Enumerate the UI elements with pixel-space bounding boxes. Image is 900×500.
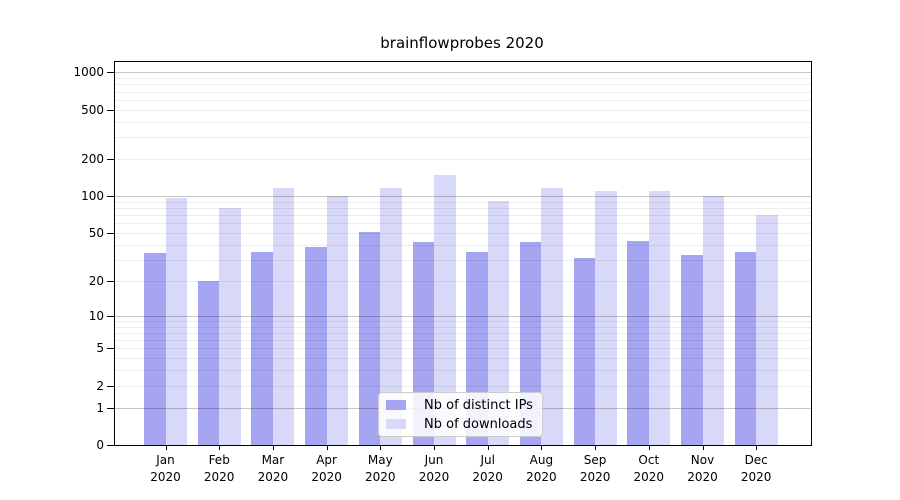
legend-label-downloads: Nb of downloads xyxy=(424,416,533,432)
y-tick-mark-100 xyxy=(107,196,114,198)
legend-label-distinct-ips: Nb of distinct IPs xyxy=(424,397,533,413)
bar-sep-downloads xyxy=(595,190,617,445)
y-tick-label-10: 10 xyxy=(88,308,104,323)
x-tick-year-jul: 2020 xyxy=(472,469,503,484)
x-tick-label-sep: Sep 2020 xyxy=(565,452,625,485)
bar-jul-downloads xyxy=(487,201,510,445)
chart-title: brainflowprobes 2020 xyxy=(380,34,544,52)
x-tick-label-apr: Apr 2020 xyxy=(297,452,357,485)
plot-area: Nb of distinct IPs Nb of downloads xyxy=(114,61,812,446)
x-tick-mark-jan xyxy=(165,445,167,450)
y-tick-mark-10 xyxy=(107,315,114,317)
y-tick-label-1000: 1000 xyxy=(73,65,104,80)
bar-feb-downloads xyxy=(219,207,241,445)
x-tick-mark-may xyxy=(380,445,382,450)
x-tick-year-apr: 2020 xyxy=(311,469,342,484)
bar-dec-downloads xyxy=(756,215,778,445)
legend-swatch-distinct-ips xyxy=(386,400,406,410)
bar-jan-downloads xyxy=(165,197,187,445)
y-tick-mark-2 xyxy=(107,385,114,387)
legend-row-distinct-ips: Nb of distinct IPs xyxy=(379,396,542,415)
y-tick-label-20: 20 xyxy=(88,273,104,288)
x-tick-mark-apr xyxy=(326,445,328,450)
bar-dec-distinct-ips xyxy=(734,251,757,445)
y-tick-label-1: 1 xyxy=(96,400,104,415)
y-tick-mark-500 xyxy=(107,109,114,111)
x-tick-mark-mar xyxy=(272,445,274,450)
x-tick-label-jul: Jul 2020 xyxy=(458,452,518,485)
y-tick-label-500: 500 xyxy=(81,102,104,117)
y-tick-mark-1 xyxy=(107,407,114,409)
x-tick-label-feb: Feb 2020 xyxy=(189,452,249,485)
y-tick-label-2: 2 xyxy=(96,378,104,393)
bar-jun-downloads xyxy=(434,175,456,445)
legend-swatch-downloads xyxy=(386,419,406,429)
x-tick-mark-nov xyxy=(702,445,704,450)
y-tick-label-50: 50 xyxy=(88,225,104,240)
x-tick-label-jan: Jan 2020 xyxy=(136,452,196,485)
bar-aug-downloads xyxy=(541,187,563,445)
bar-sep-distinct-ips xyxy=(573,258,596,445)
x-tick-label-jun: Jun 2020 xyxy=(404,452,464,485)
bar-mar-downloads xyxy=(272,187,295,445)
bars-layer xyxy=(115,62,811,445)
bar-oct-downloads xyxy=(648,190,671,445)
y-tick-mark-20 xyxy=(107,280,114,282)
bar-apr-downloads xyxy=(326,195,349,445)
y-tick-mark-200 xyxy=(107,158,114,160)
x-tick-year-sep: 2020 xyxy=(579,469,611,484)
x-tick-label-mar: Mar 2020 xyxy=(243,452,303,485)
x-tick-label-aug: Aug 2020 xyxy=(511,452,571,485)
bar-nov-distinct-ips xyxy=(681,254,703,445)
y-tick-mark-5 xyxy=(107,348,114,350)
x-tick-year-aug: 2020 xyxy=(526,469,557,484)
x-tick-mark-dec xyxy=(756,445,758,450)
x-tick-label-oct: Oct 2020 xyxy=(619,452,679,485)
x-tick-label-may: May 2020 xyxy=(350,452,410,485)
bar-oct-distinct-ips xyxy=(627,240,649,445)
x-tick-year-feb: 2020 xyxy=(203,469,235,484)
y-tick-label-100: 100 xyxy=(81,189,104,204)
y-tick-mark-50 xyxy=(107,232,114,234)
x-tick-year-may: 2020 xyxy=(365,469,396,484)
x-tick-year-mar: 2020 xyxy=(257,469,289,484)
legend-row-downloads: Nb of downloads xyxy=(379,415,542,434)
x-tick-mark-jun xyxy=(434,445,435,450)
bar-mar-distinct-ips xyxy=(251,251,273,445)
bar-may-downloads xyxy=(380,188,402,445)
x-tick-year-nov: 2020 xyxy=(687,469,718,484)
y-tick-label-0: 0 xyxy=(96,438,104,452)
bar-nov-downloads xyxy=(702,195,724,445)
bar-may-distinct-ips xyxy=(358,231,381,445)
x-tick-year-oct: 2020 xyxy=(633,469,665,484)
x-tick-mark-feb xyxy=(219,445,221,450)
legend: Nb of distinct IPs Nb of downloads xyxy=(378,392,543,437)
y-tick-label-5: 5 xyxy=(96,341,104,356)
x-tick-mark-oct xyxy=(648,445,650,450)
x-tick-mark-jul xyxy=(487,445,489,450)
bar-apr-distinct-ips xyxy=(305,247,327,445)
x-tick-year-dec: 2020 xyxy=(740,469,772,484)
x-tick-year-jun: 2020 xyxy=(418,469,450,484)
x-tick-year-jan: 2020 xyxy=(150,469,181,484)
bar-feb-distinct-ips xyxy=(197,280,220,445)
bar-jan-distinct-ips xyxy=(144,253,166,445)
x-tick-label-dec: Dec 2020 xyxy=(726,452,786,485)
x-tick-label-nov: Nov 2020 xyxy=(673,452,733,485)
x-tick-mark-sep xyxy=(595,445,597,450)
y-tick-mark-1000 xyxy=(107,72,114,74)
y-tick-label-200: 200 xyxy=(81,151,104,166)
y-tick-mark-0 xyxy=(107,445,114,446)
x-tick-mark-aug xyxy=(541,445,543,450)
